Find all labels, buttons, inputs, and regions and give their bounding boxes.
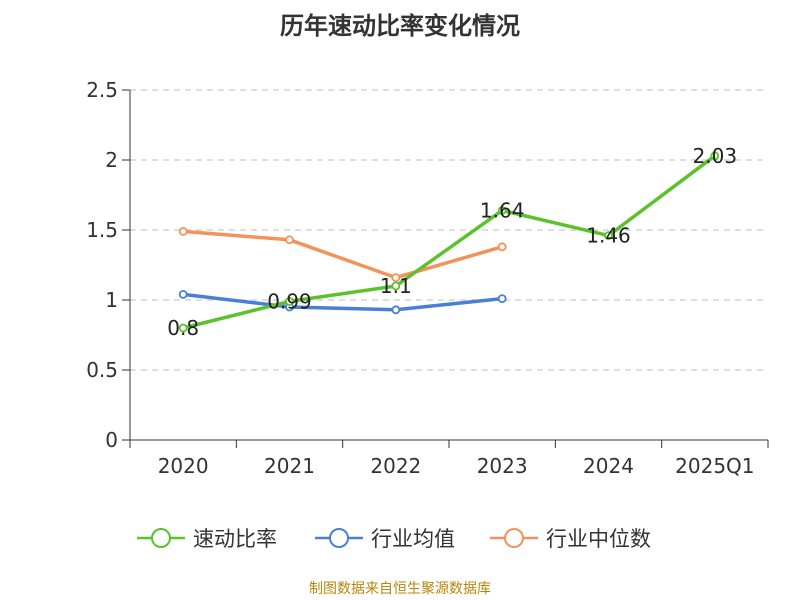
data-point: [285, 296, 294, 306]
data-label: 0.8: [167, 316, 199, 340]
legend-marker[interactable]: [151, 528, 171, 548]
data-point: [497, 205, 507, 215]
series: [178, 151, 720, 333]
chart-title: 历年速动比率变化情况: [280, 12, 520, 40]
data-labels: 0.8 0.99 1.1 1.64 1.46 2.03: [167, 144, 737, 340]
data-point: [497, 242, 507, 252]
x-tick-label: 2020: [158, 454, 209, 478]
legend-marker[interactable]: [329, 528, 349, 548]
legend[interactable]: 速动比率 行业均值 行业中位数: [137, 527, 651, 551]
data-point: [710, 151, 720, 161]
legend-label[interactable]: 速动比率: [193, 527, 277, 551]
data-point: [178, 226, 188, 236]
x-tick-label: 2024: [583, 454, 634, 478]
series-line: [182, 292, 503, 312]
data-point: [391, 273, 401, 283]
data-point: [604, 231, 613, 241]
x-tick-label: 2025Q1: [675, 454, 754, 478]
series-line: [183, 229, 503, 280]
y-tick-label: 0: [105, 428, 118, 452]
legend-label[interactable]: 行业中位数: [546, 527, 651, 551]
data-point: [391, 281, 401, 291]
series-line: [182, 154, 716, 330]
x-tick-label: 2021: [264, 454, 315, 478]
data-label: 1.1: [380, 274, 412, 298]
x-tick-label: 2023: [477, 454, 528, 478]
data-label: 1.46: [586, 224, 631, 248]
y-tick-label: 2: [105, 148, 118, 172]
data-label: 0.99: [267, 289, 312, 313]
y-tick-label: 0.5: [86, 358, 118, 382]
legend-label[interactable]: 行业均值: [371, 527, 455, 551]
legend-marker[interactable]: [504, 528, 524, 548]
y-tick-label: 1.5: [86, 218, 118, 242]
data-point: [178, 289, 188, 299]
x-tick-label: 2022: [370, 454, 421, 478]
y-tick-label: 1: [105, 288, 118, 312]
data-point: [285, 235, 294, 245]
data-point: [497, 294, 507, 304]
data-label: 1.64: [480, 198, 525, 222]
axes: 0 0.5 1 1.5 2 2.5 2020 2021 2022 2023 2024 2025Q1: [86, 78, 769, 478]
y-tick-label: 2.5: [86, 78, 118, 102]
data-source-note: 制图数据来自恒生聚源数据库: [309, 581, 491, 597]
grid-lines: [130, 89, 768, 371]
data-point: [178, 323, 188, 333]
data-label: 2.03: [693, 144, 738, 168]
data-point: [391, 305, 401, 315]
